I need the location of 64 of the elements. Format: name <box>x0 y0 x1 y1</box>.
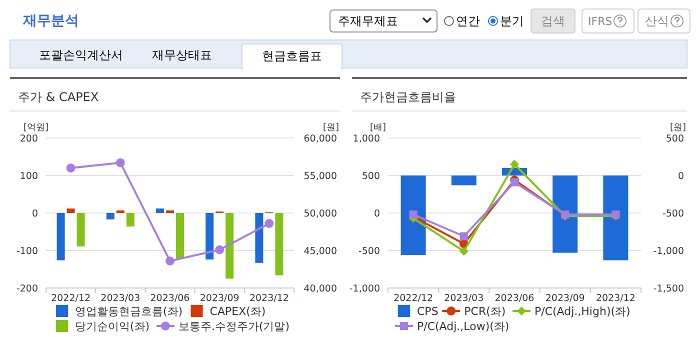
y-tick-label: 500 <box>362 171 380 182</box>
y2-axis-title: [원] <box>670 123 686 133</box>
chart-title: 주가현금흐름비율 <box>360 90 456 104</box>
text: 분기 <box>500 14 524 28</box>
point <box>510 178 518 186</box>
legend-label: 영업활동현금흐름(좌) <box>75 305 183 318</box>
legend-label: P/C(Adj.,Low)(좌) <box>417 320 510 333</box>
x-tick-label: 2023/06 <box>494 293 534 304</box>
text: 연간 <box>456 14 480 28</box>
y-tick-label: 200 <box>20 134 38 144</box>
point <box>264 219 274 228</box>
y-tick-label: 0 <box>32 208 38 220</box>
y2-tick-label: -1,000 <box>653 246 684 257</box>
point <box>460 232 468 240</box>
chart-title: 주가 & CAPEX <box>18 90 99 104</box>
y-tick-label: 0 <box>374 208 380 220</box>
legend-label: CAPEX(좌) <box>210 305 266 318</box>
y2-tick-label: 45,000 <box>304 246 337 257</box>
y-tick-label: -200 <box>16 284 38 294</box>
text: IFRS <box>588 15 612 28</box>
y-tick-label: 100 <box>20 171 38 182</box>
y-tick-label: -100 <box>16 246 38 257</box>
y2-tick-label: -500 <box>662 208 684 220</box>
text: 재무분석 <box>22 13 79 29</box>
y2-tick-label: 55,000 <box>304 171 337 182</box>
text: 포괄손익계산서 <box>39 48 123 62</box>
text: 재무상태표 <box>152 48 212 62</box>
y-axis-title: [배] <box>370 123 386 133</box>
x-tick-label: 2023/03 <box>444 293 484 304</box>
x-tick-label: 2022/12 <box>51 293 91 304</box>
y-tick-label: -500 <box>358 246 380 257</box>
x-tick-label: 2023/12 <box>596 293 636 304</box>
legend-label: P/C(Adj.,High)(좌) <box>534 305 630 318</box>
point <box>510 160 519 169</box>
point <box>215 245 224 254</box>
y2-tick-label: 50,000 <box>304 208 337 220</box>
y2-tick-label: 0 <box>678 171 684 182</box>
y-axis-title: [억원] <box>23 123 49 133</box>
point <box>409 210 418 218</box>
x-tick-label: 2023/09 <box>545 293 585 304</box>
y2-tick-label: 40,000 <box>304 284 337 294</box>
y2-tick-label: 60,000 <box>304 134 337 144</box>
x-tick-label: 2023/09 <box>200 293 240 304</box>
y-tick-label: 1,000 <box>352 134 380 144</box>
text: 주재무제표 <box>338 14 398 28</box>
y2-axis-title: [원] <box>322 123 340 133</box>
legend-label: CPS <box>417 305 438 318</box>
y2-tick-label: -1,500 <box>653 284 684 294</box>
y-tick-label: -1,000 <box>349 284 380 294</box>
text: 검색 <box>541 14 565 28</box>
text: 현금흐름표 <box>262 49 322 63</box>
x-tick-label: 2022/12 <box>394 293 434 304</box>
point <box>66 164 76 172</box>
legend-label: 당기순이익(좌) <box>75 320 150 333</box>
point <box>459 246 468 256</box>
x-tick-label: 2023/03 <box>100 293 140 304</box>
x-tick-label: 2023/06 <box>150 293 190 304</box>
text: 산식 <box>645 14 669 28</box>
y2-tick-label: 500 <box>666 134 684 144</box>
legend-label: 보통주.수정주가(기말) <box>178 320 290 333</box>
point <box>116 158 125 168</box>
x-tick-label: 2023/12 <box>249 293 289 304</box>
point <box>166 256 174 266</box>
legend-label: PCR(좌) <box>464 305 506 318</box>
